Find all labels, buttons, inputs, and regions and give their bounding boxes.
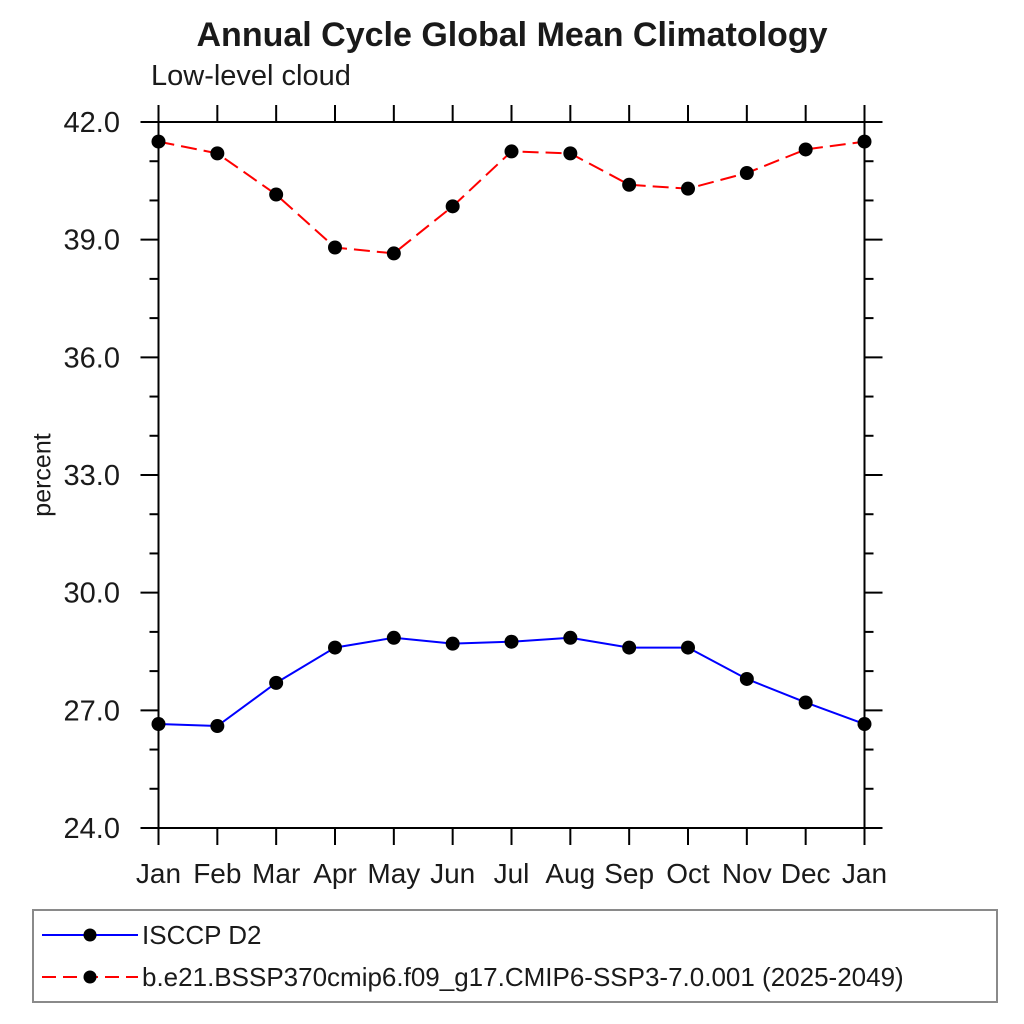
x-tick-label: Aug — [545, 858, 595, 889]
data-point-marker — [269, 675, 284, 690]
data-point-marker — [445, 636, 460, 651]
legend-box: ISCCP D2 b.e21.BSSP370cmip6.f09_g17.CMIP… — [32, 909, 998, 1003]
data-point-marker — [739, 671, 754, 686]
data-point-marker — [857, 134, 872, 149]
legend-item-obs: ISCCP D2 — [39, 914, 996, 956]
y-tick-label: 42.0 — [64, 107, 120, 139]
chart-title: Annual Cycle Global Mean Climatology — [196, 16, 828, 54]
x-tick-label: Sep — [604, 858, 654, 889]
plot-area: Jan Feb Mar Apr May Jun Jul Aug Sep Oct Nov Dec Jan 2… — [64, 105, 887, 889]
x-tick-label: Jan — [136, 858, 181, 889]
y-tick-label: 33.0 — [64, 460, 120, 492]
data-point-marker — [210, 719, 225, 734]
data-point-marker — [798, 695, 813, 710]
legend-label-model: b.e21.BSSP370cmip6.f09_g17.CMIP6-SSP3-7.… — [142, 961, 904, 992]
data-point-marker — [445, 199, 460, 214]
data-point-marker — [504, 634, 519, 649]
plot-frame — [157, 121, 866, 829]
y-tick-label: 39.0 — [64, 225, 120, 257]
legend-line-sample-solid — [42, 928, 138, 942]
data-point-marker — [681, 181, 695, 196]
data-point-marker — [739, 165, 754, 180]
legend-item-model: b.e21.BSSP370cmip6.f09_g17.CMIP6-SSP3-7.… — [39, 956, 996, 998]
chart-subtitle: Low-level cloud — [151, 60, 351, 92]
y-tick-label: 36.0 — [64, 342, 120, 374]
y-tick-label: 30.0 — [64, 578, 120, 610]
data-point-marker — [151, 717, 166, 732]
x-tick-label: Jul — [494, 858, 530, 889]
data-point-marker — [269, 187, 284, 202]
data-point-marker — [386, 630, 401, 645]
data-point-marker — [681, 640, 695, 655]
legend-marker-icon — [83, 970, 97, 984]
x-tick-label: Apr — [313, 858, 357, 889]
x-tick-label: Jan — [842, 858, 887, 889]
data-point-marker — [563, 146, 578, 161]
x-tick-label: Nov — [722, 858, 772, 889]
data-point-marker — [798, 142, 813, 157]
data-point-marker — [328, 240, 342, 255]
data-point-marker — [504, 144, 519, 159]
x-tick-label: Mar — [252, 858, 300, 889]
data-point-marker — [622, 177, 637, 192]
data-point-marker — [328, 640, 342, 655]
x-tick-label: May — [367, 858, 420, 889]
data-point-marker — [857, 717, 872, 732]
data-point-marker — [622, 640, 637, 655]
data-point-marker — [386, 246, 401, 261]
series-line-isccp-d2 — [158, 636, 865, 728]
data-point-marker — [210, 146, 225, 161]
data-point-marker — [563, 630, 578, 645]
legend-label-obs: ISCCP D2 — [142, 919, 262, 950]
legend-marker-icon — [83, 928, 97, 942]
data-point-marker — [151, 134, 166, 149]
legend-line-sample-dashed — [42, 970, 138, 984]
x-tick-label: Oct — [666, 858, 710, 889]
x-tick-label: Feb — [193, 858, 241, 889]
x-tick-label: Dec — [781, 858, 831, 889]
y-tick-label: 24.0 — [64, 813, 120, 845]
y-tick-label: 27.0 — [64, 695, 120, 727]
x-tick-label: Jun — [430, 858, 475, 889]
